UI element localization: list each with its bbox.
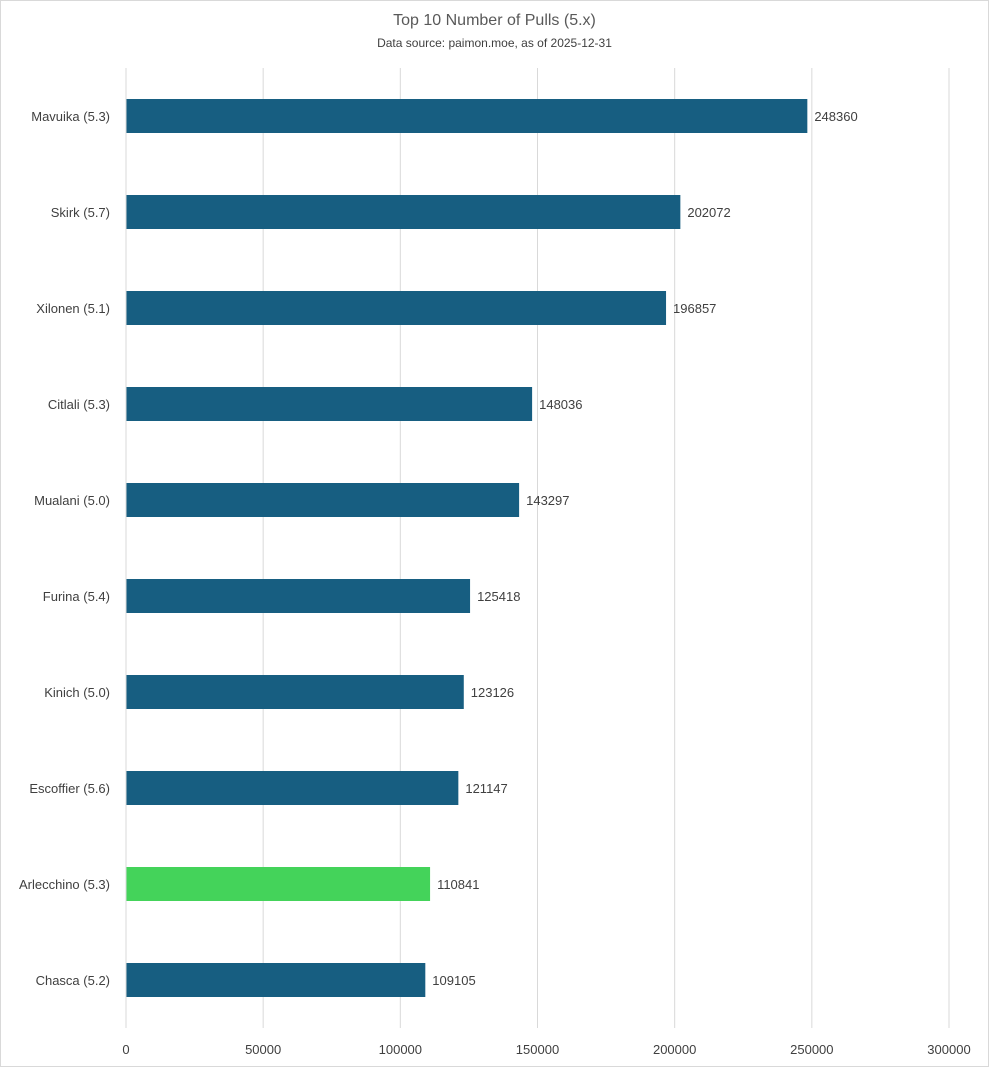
data-label: 125418 xyxy=(477,589,520,604)
data-label: 202072 xyxy=(687,205,730,220)
data-label: 196857 xyxy=(673,301,716,316)
category-label: Chasca (5.2) xyxy=(36,973,110,988)
x-tick-label: 250000 xyxy=(790,1042,833,1057)
chart-subtitle: Data source: paimon.moe, as of 2025-12-3… xyxy=(377,36,612,50)
category-label: Arlecchino (5.3) xyxy=(19,877,110,892)
category-label: Xilonen (5.1) xyxy=(36,301,110,316)
data-label: 110841 xyxy=(437,877,479,892)
bar-3 xyxy=(126,387,533,421)
chart-title: Top 10 Number of Pulls (5.x) xyxy=(393,12,596,29)
x-tick-label: 0 xyxy=(122,1042,129,1057)
category-label: Skirk (5.7) xyxy=(51,205,110,220)
x-tick-label: 300000 xyxy=(927,1042,970,1057)
bar-2 xyxy=(126,291,667,325)
bar-6 xyxy=(126,675,464,709)
bar-1 xyxy=(126,195,681,229)
bar-5 xyxy=(126,579,471,613)
bar-8 xyxy=(126,867,431,901)
data-label: 148036 xyxy=(539,397,582,412)
bar-0 xyxy=(126,99,808,133)
bar-4 xyxy=(126,483,520,517)
data-label: 248360 xyxy=(814,109,857,124)
category-label: Mualani (5.0) xyxy=(34,493,110,508)
bar-7 xyxy=(126,771,459,805)
data-label: 123126 xyxy=(471,685,514,700)
category-label: Mavuika (5.3) xyxy=(31,109,110,124)
x-tick-label: 200000 xyxy=(653,1042,696,1057)
x-tick-label: 50000 xyxy=(245,1042,281,1057)
category-label: Kinich (5.0) xyxy=(44,685,110,700)
category-label: Escoffier (5.6) xyxy=(29,781,110,796)
data-label: 143297 xyxy=(526,493,569,508)
category-label: Citlali (5.3) xyxy=(48,397,110,412)
data-label: 109105 xyxy=(432,973,475,988)
x-tick-label: 100000 xyxy=(379,1042,422,1057)
data-label: 121147 xyxy=(465,781,507,796)
bar-9 xyxy=(126,963,426,997)
category-label: Furina (5.4) xyxy=(43,589,110,604)
x-tick-label: 150000 xyxy=(516,1042,559,1057)
